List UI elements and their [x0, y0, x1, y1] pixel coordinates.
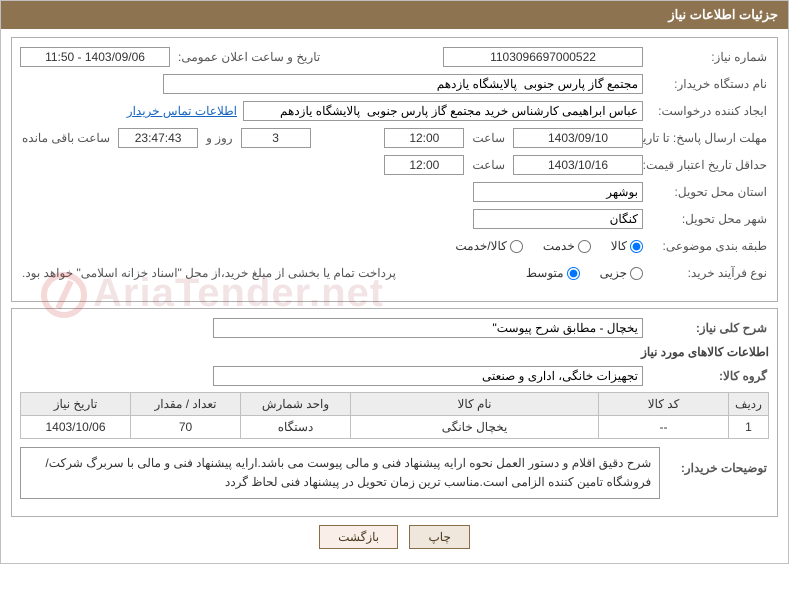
- need-number-value: 1103096697000522: [443, 47, 643, 67]
- radio-minor[interactable]: جزیی: [600, 266, 643, 280]
- row-buyer-desc: توضیحات خریدار: شرح دقیق اقلام و دستور ا…: [20, 447, 769, 499]
- city-input[interactable]: [473, 209, 643, 229]
- row-city: شهر محل تحویل:: [20, 208, 769, 230]
- label-goods-group: گروه کالا:: [649, 369, 769, 383]
- row-goods-group: گروه کالا:: [20, 365, 769, 387]
- response-time: 12:00: [384, 128, 464, 148]
- content: شماره نیاز: 1103096697000522 تاریخ و ساع…: [1, 29, 788, 563]
- days-remaining: 3: [241, 128, 311, 148]
- overview-fieldset: شرح کلی نیاز: اطلاعات کالاهای مورد نیاز …: [11, 308, 778, 517]
- th-date: تاریخ نیاز: [21, 393, 131, 416]
- radio-goods-service-input[interactable]: [510, 240, 523, 253]
- table-header-row: ردیف کد کالا نام کالا واحد شمارش تعداد /…: [21, 393, 769, 416]
- panel-title: جزئیات اطلاعات نیاز: [668, 7, 778, 22]
- radio-service-input[interactable]: [578, 240, 591, 253]
- cell-date: 1403/10/06: [21, 416, 131, 439]
- row-province: استان محل تحویل:: [20, 181, 769, 203]
- radio-goods-input[interactable]: [630, 240, 643, 253]
- label-price-validity: حداقل تاریخ اعتبار قیمت: تا تاریخ:: [649, 158, 769, 172]
- label-overview: شرح کلی نیاز:: [649, 321, 769, 335]
- cell-unit: دستگاه: [241, 416, 351, 439]
- announce-datetime-value: 1403/09/06 - 11:50: [20, 47, 170, 67]
- th-qty: تعداد / مقدار: [131, 393, 241, 416]
- radio-medium-input[interactable]: [567, 267, 580, 280]
- row-requester: ایجاد کننده درخواست: اطلاعات تماس خریدار: [20, 100, 769, 122]
- print-button[interactable]: چاپ: [409, 525, 469, 549]
- th-name: نام کالا: [351, 393, 599, 416]
- row-price-validity: حداقل تاریخ اعتبار قیمت: تا تاریخ: 1403/…: [20, 154, 769, 176]
- radio-minor-label: جزیی: [600, 266, 627, 280]
- overview-input[interactable]: [213, 318, 643, 338]
- radio-service-label: خدمت: [543, 239, 575, 253]
- buyer-desc-box: شرح دقیق اقلام و دستور العمل نحوه ارایه …: [20, 447, 660, 499]
- row-subject-class: طبقه بندی موضوعی: کالا خدمت کالا/خدمت: [20, 235, 769, 257]
- row-response-deadline: مهلت ارسال پاسخ: تا تاریخ: 1403/09/10 سا…: [20, 127, 769, 149]
- main-fieldset: شماره نیاز: 1103096697000522 تاریخ و ساع…: [11, 37, 778, 302]
- requester-input[interactable]: [243, 101, 643, 121]
- th-unit: واحد شمارش: [241, 393, 351, 416]
- label-days-and: روز و: [204, 131, 235, 145]
- cell-row: 1: [729, 416, 769, 439]
- buyer-contact-link[interactable]: اطلاعات تماس خریدار: [127, 104, 237, 118]
- radio-service[interactable]: خدمت: [543, 239, 591, 253]
- goods-section-title: اطلاعات کالاهای مورد نیاز: [20, 345, 769, 359]
- label-subject-class: طبقه بندی موضوعی:: [649, 239, 769, 253]
- label-city: شهر محل تحویل:: [649, 212, 769, 226]
- radio-medium-label: متوسط: [526, 266, 564, 280]
- back-button[interactable]: بازگشت: [319, 525, 398, 549]
- label-announce: تاریخ و ساعت اعلان عمومی:: [176, 50, 322, 64]
- row-overview: شرح کلی نیاز:: [20, 317, 769, 339]
- radio-goods-service-label: کالا/خدمت: [455, 239, 506, 253]
- label-purchase-type: نوع فرآیند خرید:: [649, 266, 769, 280]
- label-province: استان محل تحویل:: [649, 185, 769, 199]
- buyer-org-input[interactable]: [163, 74, 643, 94]
- row-purchase-type: نوع فرآیند خرید: جزیی متوسط پرداخت تمام …: [20, 262, 769, 284]
- details-panel: جزئیات اطلاعات نیاز AriaTender.net شماره…: [0, 0, 789, 564]
- label-buyer-desc: توضیحات خریدار:: [666, 447, 769, 475]
- table-row: 1 -- یخچال خانگی دستگاه 70 1403/10/06: [21, 416, 769, 439]
- cell-name: یخچال خانگی: [351, 416, 599, 439]
- label-time-1: ساعت: [470, 131, 507, 145]
- th-code: کد کالا: [599, 393, 729, 416]
- row-need-number: شماره نیاز: 1103096697000522 تاریخ و ساع…: [20, 46, 769, 68]
- button-row: چاپ بازگشت: [11, 525, 778, 549]
- time-remaining: 23:47:43: [118, 128, 198, 148]
- radio-medium[interactable]: متوسط: [526, 266, 580, 280]
- label-remaining: ساعت باقی مانده: [20, 131, 112, 145]
- radio-goods-label: کالا: [611, 239, 627, 253]
- label-buyer-org: نام دستگاه خریدار:: [649, 77, 769, 91]
- goods-group-input[interactable]: [213, 366, 643, 386]
- row-buyer-org: نام دستگاه خریدار:: [20, 73, 769, 95]
- cell-code: --: [599, 416, 729, 439]
- label-need-number: شماره نیاز:: [649, 50, 769, 64]
- cell-qty: 70: [131, 416, 241, 439]
- label-requester: ایجاد کننده درخواست:: [649, 104, 769, 118]
- label-response-deadline: مهلت ارسال پاسخ: تا تاریخ:: [649, 131, 769, 145]
- label-time-2: ساعت: [470, 158, 507, 172]
- province-input[interactable]: [473, 182, 643, 202]
- treasury-note: پرداخت تمام یا بخشی از مبلغ خرید،از محل …: [20, 266, 398, 280]
- radio-goods-service[interactable]: کالا/خدمت: [455, 239, 522, 253]
- radio-goods[interactable]: کالا: [611, 239, 643, 253]
- radio-minor-input[interactable]: [630, 267, 643, 280]
- goods-table: ردیف کد کالا نام کالا واحد شمارش تعداد /…: [20, 392, 769, 439]
- panel-header: جزئیات اطلاعات نیاز: [1, 1, 788, 29]
- th-row: ردیف: [729, 393, 769, 416]
- response-date: 1403/09/10: [513, 128, 643, 148]
- price-validity-date: 1403/10/16: [513, 155, 643, 175]
- price-validity-time: 12:00: [384, 155, 464, 175]
